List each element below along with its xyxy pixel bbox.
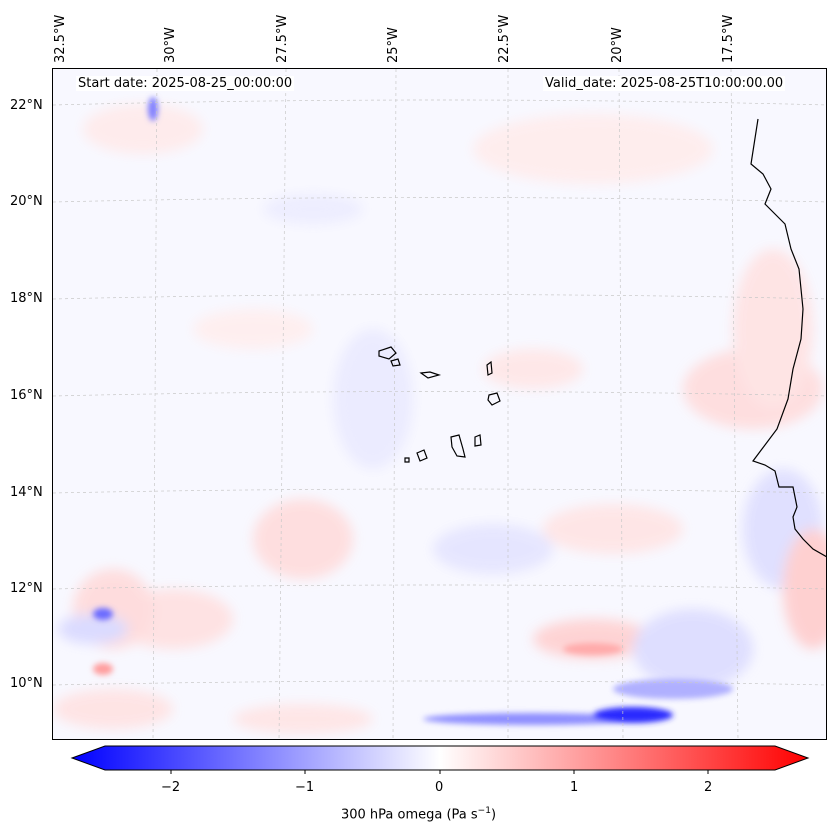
lat-label-16n: 16°N — [10, 388, 43, 403]
lat-label-10n: 10°N — [10, 676, 43, 691]
island-sao-vicente — [390, 358, 401, 367]
start-date-label: Start date: 2025-08-25_00:00:00 — [76, 76, 295, 91]
colorbar-tick-1: 1 — [570, 780, 579, 795]
lat-label-18n: 18°N — [10, 291, 43, 306]
omega-map[interactable] — [52, 68, 827, 740]
lon-label-17-5w: 17.5°W — [721, 14, 736, 63]
island-santo-antao — [378, 346, 397, 360]
valid-date-label: Valid_date: 2025-08-25T10:00:00.00 — [543, 76, 786, 91]
colorbar-tick-0: 0 — [435, 780, 444, 795]
island-maio — [474, 434, 482, 447]
island-sal — [486, 360, 493, 376]
island-santiago — [450, 434, 466, 458]
island-brava — [404, 457, 410, 463]
colorbar-tick-neg1: −1 — [295, 780, 315, 795]
lat-label-12n: 12°N — [10, 581, 43, 596]
lon-label-22-5w: 22.5°W — [497, 14, 512, 63]
colorbar-tick-2: 2 — [704, 780, 713, 795]
lon-label-30w: 30°W — [163, 27, 178, 63]
colorbar-tick-neg2: −2 — [161, 780, 181, 795]
island-fogo — [416, 449, 428, 462]
omega-field — [53, 69, 826, 739]
lat-label-20n: 20°N — [10, 194, 43, 209]
lat-label-14n: 14°N — [10, 485, 43, 500]
island-sao-nicolau — [419, 371, 442, 379]
lon-label-25w: 25°W — [386, 27, 401, 63]
lon-label-27-5w: 27.5°W — [275, 14, 290, 63]
lat-label-22n: 22°N — [10, 98, 43, 113]
colorbar — [70, 745, 810, 774]
colorbar-label: 300 hPa omega (Pa s−1) — [340, 806, 497, 823]
lon-label-32-5w: 32.5°W — [53, 14, 68, 63]
lon-label-20w: 20°W — [610, 27, 625, 63]
coastline-africa — [750, 118, 826, 558]
island-boa-vista — [487, 392, 501, 406]
